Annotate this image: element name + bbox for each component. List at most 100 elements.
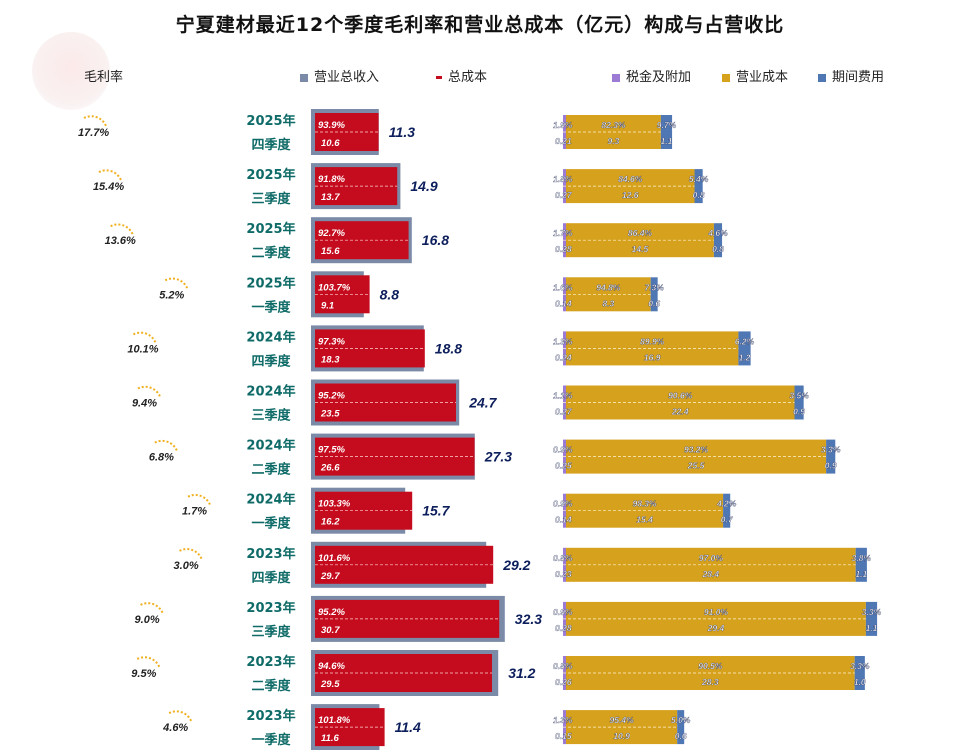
total-cost-value-label: 11.6	[321, 733, 340, 744]
category-quarter: 一季度	[251, 299, 291, 315]
period-exp-value-label: 0.8	[693, 190, 705, 200]
op-cost-value-label: 16.9	[644, 352, 661, 362]
op-cost-pct-label: 94.8%	[596, 282, 621, 292]
op-cost-value-label: 25.5	[687, 461, 705, 471]
tax-value-label: 0.28	[555, 244, 572, 254]
tax-value-label: 0.27	[555, 407, 573, 417]
period-exp-value-label: 0.6	[648, 298, 660, 308]
period-exp-value-label: 1.1	[661, 136, 673, 146]
total-cost-pct-label: 103.3%	[318, 499, 351, 510]
tax-pct-label: 1.1%	[553, 391, 573, 401]
legend-revenue-swatch	[300, 73, 308, 82]
category-year: 2024年	[246, 384, 295, 400]
period-exp-pct-label: 6.2%	[735, 336, 755, 346]
tax-value-label: 0.14	[555, 515, 572, 525]
op-cost-pct-label: 84.6%	[618, 174, 643, 184]
margin-arc-deco	[132, 331, 157, 343]
category-year: 2024年	[246, 329, 295, 345]
total-cost-value-label: 15.6	[321, 246, 340, 257]
op-cost-value-label: 29.4	[707, 623, 725, 633]
tax-value-label: 0.28	[555, 623, 572, 633]
period-exp-pct-label: 4.6%	[707, 228, 728, 238]
legend-op-cost: 营业成本	[722, 66, 788, 85]
category-quarter: 四季度	[251, 570, 291, 586]
category-year: 2025年	[246, 113, 295, 129]
tax-value-label: 0.21	[555, 136, 572, 146]
total-cost-pct-label: 97.3%	[318, 336, 345, 347]
op-cost-pct-label: 89.9%	[640, 336, 665, 346]
period-exp-pct-label: 3.3%	[862, 607, 882, 617]
revenue-value-label: 11.3	[389, 124, 415, 140]
revenue-value-label: 27.3	[484, 449, 512, 465]
total-cost-value-label: 16.2	[321, 517, 340, 528]
period-exp-bar	[723, 493, 731, 528]
period-exp-pct-label: 7.3%	[644, 282, 664, 292]
category-year: 2023年	[246, 546, 295, 562]
period-exp-pct-label: 3.5%	[789, 391, 809, 401]
margin-arc-deco	[179, 548, 203, 560]
category-quarter: 一季度	[251, 732, 291, 748]
total-cost-pct-label: 92.7%	[318, 228, 345, 239]
category-quarter: 三季度	[251, 191, 291, 207]
period-exp-value-label: 1.1	[855, 569, 867, 579]
total-cost-value-label: 26.6	[320, 463, 340, 474]
tax-pct-label: 0.8%	[553, 553, 573, 563]
tax-pct-label: 0.9%	[553, 499, 573, 509]
legend-revenue: 营业总收入	[300, 66, 379, 85]
category-year: 2023年	[246, 708, 295, 724]
total-cost-pct-label: 91.8%	[318, 174, 345, 185]
watermark-logo	[32, 32, 110, 110]
margin-arc-deco	[164, 277, 189, 289]
period-exp-bar	[826, 439, 836, 474]
gross-margin-label: 13.6%	[105, 235, 136, 247]
tax-pct-label: 1.3%	[553, 715, 573, 725]
period-exp-value-label: 0.8	[712, 244, 724, 254]
revenue-value-label: 8.8	[380, 286, 400, 302]
tax-pct-label: 1.7%	[553, 228, 573, 238]
legend-op-cost-swatch	[722, 73, 730, 82]
category-quarter: 四季度	[251, 137, 291, 153]
gross-margin-label: 10.1%	[127, 343, 158, 355]
tax-pct-label: 1.3%	[553, 336, 573, 346]
margin-arc-deco	[136, 656, 161, 668]
tax-pct-label: 0.9%	[553, 445, 573, 455]
tax-value-label: 0.26	[555, 677, 572, 687]
margin-arc-deco	[83, 115, 107, 127]
revenue-value-label: 32.3	[515, 611, 542, 627]
op-cost-value-label: 10.9	[613, 731, 630, 741]
revenue-value-label: 18.8	[435, 340, 462, 356]
category-quarter: 一季度	[251, 516, 291, 532]
op-cost-pct-label: 93.2%	[684, 445, 709, 455]
total-cost-value-label: 10.6	[321, 138, 340, 149]
total-cost-pct-label: 103.7%	[318, 282, 351, 293]
gross-margin-label: 17.7%	[78, 127, 109, 139]
total-cost-bar	[315, 545, 494, 584]
gross-margin-label: 1.7%	[182, 506, 207, 518]
category-quarter: 二季度	[251, 678, 291, 694]
revenue-value-label: 31.2	[508, 665, 535, 681]
total-cost-pct-label: 93.9%	[318, 120, 345, 131]
legend-tax-label: 税金及附加	[626, 70, 692, 85]
period-exp-value-label: 1.1	[866, 623, 878, 633]
legend-tax-swatch	[612, 73, 620, 82]
tax-pct-label: 0.8%	[553, 661, 573, 671]
gross-margin-label: 9.0%	[135, 614, 160, 626]
margin-arc-deco	[98, 169, 122, 181]
category-year: 2025年	[246, 275, 295, 291]
margin-arc-deco	[154, 439, 178, 452]
op-cost-value-label: 9.3	[608, 136, 620, 146]
period-exp-bar	[713, 223, 723, 258]
chart-title: 宁夏建材最近12个季度毛利率和营业总成本（亿元）构成与占营收比	[175, 14, 785, 36]
total-cost-value-label: 13.7	[321, 192, 340, 203]
total-cost-value-label: 29.5	[320, 679, 340, 690]
op-cost-value-label: 12.6	[622, 190, 639, 200]
op-cost-pct-label: 90.5%	[698, 661, 723, 671]
op-cost-pct-label: 90.6%	[668, 391, 693, 401]
op-cost-value-label: 22.4	[671, 407, 689, 417]
revenue-value-label: 16.8	[422, 232, 449, 248]
period-exp-pct-label: 5.0%	[671, 715, 691, 725]
period-exp-bar	[677, 710, 685, 745]
period-exp-pct-label: 3.3%	[850, 661, 870, 671]
legend-tax: 税金及附加	[612, 66, 691, 85]
total-cost-pct-label: 95.2%	[318, 607, 345, 618]
